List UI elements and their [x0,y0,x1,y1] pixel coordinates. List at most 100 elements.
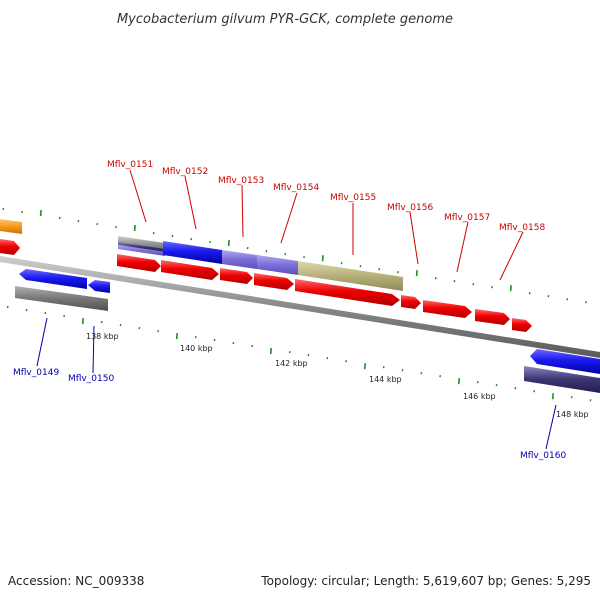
major-tick [81,317,84,325]
minor-tick [77,219,80,223]
minor-tick [340,261,343,265]
lavender-feature [222,250,257,269]
minor-tick [96,222,99,226]
minor-tick [472,283,475,286]
gene-label-mflv-0150[interactable]: Mflv_0150 [68,374,114,384]
ruler-label-144: 144 kbp [369,375,402,384]
minor-tick [232,341,235,345]
minor-tick [119,323,122,327]
cds-arrow [254,273,294,290]
genome-backbone [0,256,600,358]
callout-line [409,211,419,265]
minor-tick [326,356,329,360]
gene-label-mflv-0158[interactable]: Mflv_0158 [499,223,545,233]
minor-tick [157,329,160,333]
minor-tick [21,210,23,214]
gene-label-mflv-0154[interactable]: Mflv_0154 [273,183,319,193]
minor-tick [6,305,9,309]
reverse-strand-features [15,269,600,393]
major-tick [363,363,366,370]
minor-tick [397,270,399,274]
major-tick [321,255,324,262]
minor-tick [288,350,291,354]
lavender-feature [257,255,298,275]
minor-tick [533,390,536,393]
gene-label-mflv-0149[interactable]: Mflv_0149 [13,368,59,378]
ruler-labels: 138 kbp 140 kbp 142 kbp 144 kbp 146 kbp … [86,332,589,419]
callout-line [92,325,95,374]
cds-arrow [117,254,161,272]
cds-arrow [475,309,510,325]
minor-tick [284,252,287,256]
orange-feature [0,219,22,234]
gene-label-mflv-0155[interactable]: Mflv_0155 [330,193,376,203]
minor-tick [382,365,385,369]
cds-arrow [161,260,219,280]
reverse-cds-arrow [530,349,600,374]
ruler-label-140: 140 kbp [180,344,213,353]
minor-tick [25,308,28,312]
inner-tick-ruler [6,305,592,402]
cds-arrow [512,318,532,332]
minor-tick [439,375,442,378]
ruler-label-138: 138 kbp [86,332,119,341]
minor-tick [401,368,404,372]
dark-navy-feature [524,366,600,393]
minor-tick [453,280,456,283]
minor-tick [251,344,254,348]
minor-tick [434,277,437,280]
callout-line [499,231,524,281]
reverse-cds-arrow [19,269,87,289]
grey-feature [15,286,108,311]
minor-tick [491,286,493,289]
minor-tick [194,335,197,339]
khaki-feature [298,261,403,291]
minor-tick [246,246,249,250]
accession-text: Accession: NC_009338 [8,574,144,588]
callout-line [456,221,469,273]
minor-tick [213,338,216,342]
minor-tick [589,399,592,402]
ruler-label-148: 148 kbp [556,410,589,419]
minor-tick [547,295,550,298]
cds-arrow [401,295,421,309]
minor-tick [566,298,569,301]
minor-tick [58,216,61,220]
major-tick [551,393,554,400]
major-tick [227,240,230,247]
gene-label-mflv-0152[interactable]: Mflv_0152 [162,167,208,177]
minor-tick [63,314,66,318]
minor-tick [476,381,479,384]
minor-tick [345,359,348,363]
major-tick [175,333,178,340]
map-title: Mycobacterium gilvum PYR-GCK, complete g… [117,12,453,27]
gene-label-mflv-0157[interactable]: Mflv_0157 [444,213,490,223]
minor-tick [528,292,531,295]
major-tick [457,378,460,385]
gene-label-mflv-0153[interactable]: Mflv_0153 [218,176,264,186]
minor-tick [138,326,141,330]
forward-strand-features [0,219,532,332]
minor-tick [307,353,310,357]
minor-tick [359,264,362,268]
minor-tick [171,234,174,238]
outer-tick-ruler [2,207,587,304]
callout-line [545,404,557,450]
minor-tick [2,207,5,211]
ruler-label-146: 146 kbp [463,392,496,401]
minor-tick [152,231,155,235]
gene-label-mflv-0156[interactable]: Mflv_0156 [387,203,433,213]
dark-navy-feature [118,242,165,252]
minor-tick [209,240,211,244]
minor-tick [265,249,268,253]
callout-line [280,192,298,244]
callout-line [129,169,147,223]
cds-arrow [220,268,253,284]
gene-label-mflv-0151[interactable]: Mflv_0151 [107,160,153,170]
minor-tick [570,396,573,399]
major-tick [39,209,42,217]
gene-label-mflv-0160[interactable]: Mflv_0160 [520,451,566,461]
major-tick [415,270,418,277]
minor-tick [115,225,117,229]
